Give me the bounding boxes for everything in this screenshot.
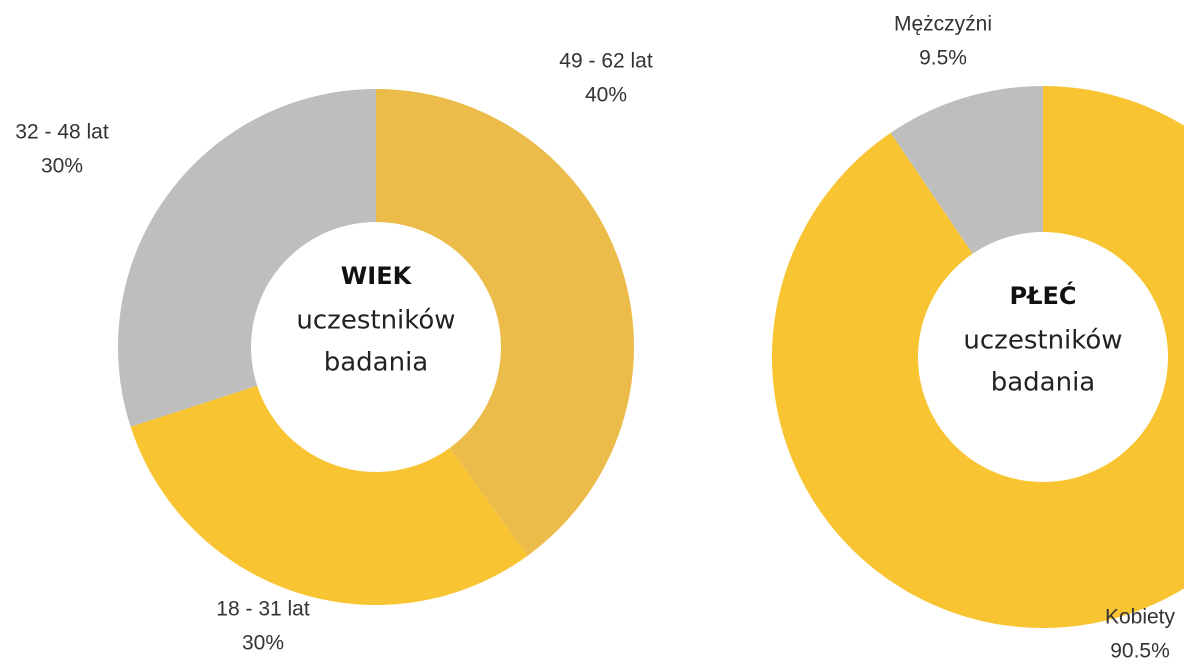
donut-segment: [117, 89, 376, 427]
value-label: 9.5%: [919, 47, 967, 70]
segment-label: 32 - 48 lat: [15, 121, 109, 144]
center-title: WIEK: [341, 262, 413, 290]
donut-segment: [376, 89, 635, 556]
value-label: 30%: [242, 632, 284, 655]
value-label: 90.5%: [1110, 640, 1170, 663]
value-label: 40%: [585, 84, 627, 107]
center-text: badania: [324, 348, 429, 378]
value-label: 30%: [41, 155, 83, 178]
segment-label: Kobiety: [1105, 606, 1176, 629]
donut-segment: [890, 86, 1043, 254]
center-text: badania: [991, 368, 1096, 398]
donut-segment: [130, 385, 528, 605]
center-title: PŁEĆ: [1009, 280, 1076, 310]
center-text: uczestników: [296, 306, 455, 336]
donut-segment: [772, 86, 1184, 628]
segment-label: 18 - 31 lat: [216, 598, 310, 621]
center-text: uczestników: [963, 326, 1122, 356]
segment-label: 49 - 62 lat: [559, 50, 653, 73]
segment-label: Mężczyźni: [894, 13, 992, 36]
